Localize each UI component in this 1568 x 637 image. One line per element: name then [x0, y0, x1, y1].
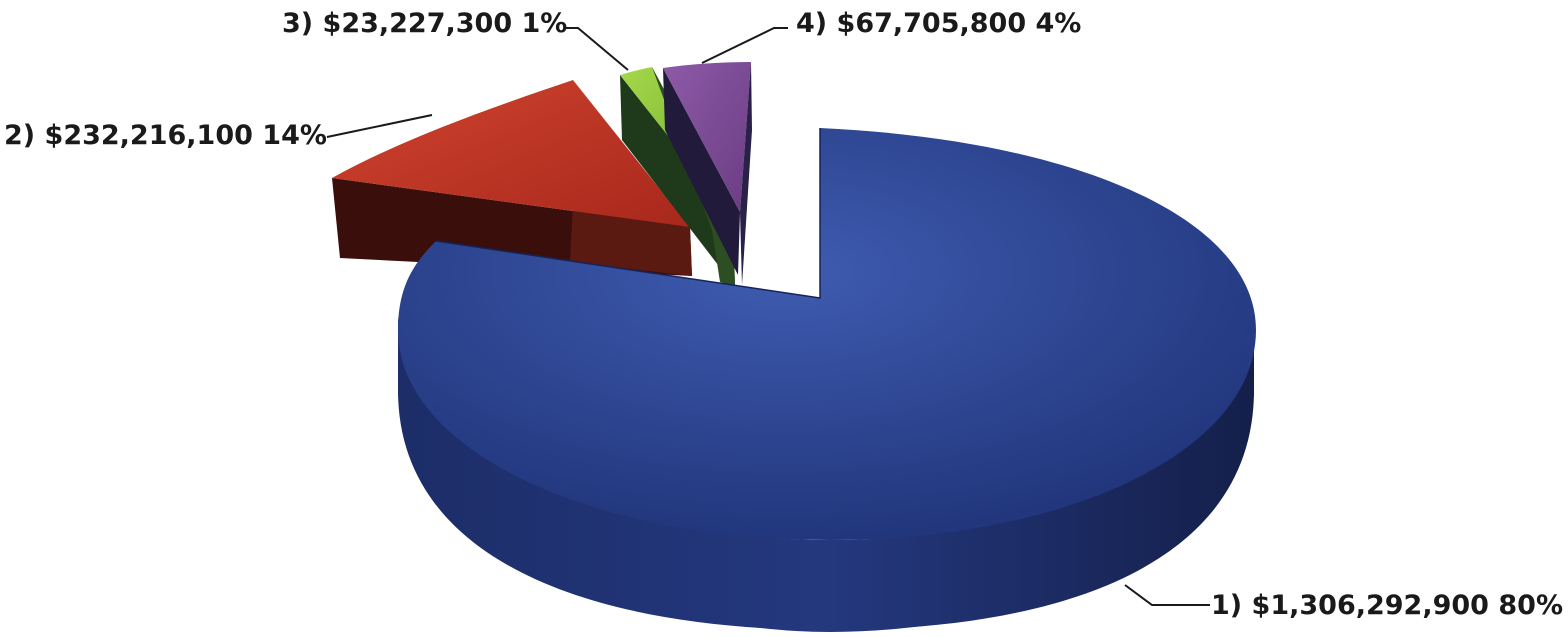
- pie-slice-2: [332, 80, 692, 276]
- leader-line-4: [701, 27, 788, 64]
- leader-line-1: [1124, 584, 1210, 606]
- leader-line-2: [326, 114, 433, 138]
- slice-label-1: 1) $1,306,292,900 80%: [1211, 590, 1563, 621]
- pie-slice-4: [663, 62, 752, 285]
- slice-label-2: 2) $232,216,100 14%: [4, 120, 327, 151]
- slice-label-4: 4) $67,705,800 4%: [796, 8, 1081, 39]
- pie-slice-1: [398, 128, 1256, 632]
- leader-line-3: [566, 27, 629, 71]
- slice-label-3: 3) $23,227,300 1%: [282, 8, 567, 39]
